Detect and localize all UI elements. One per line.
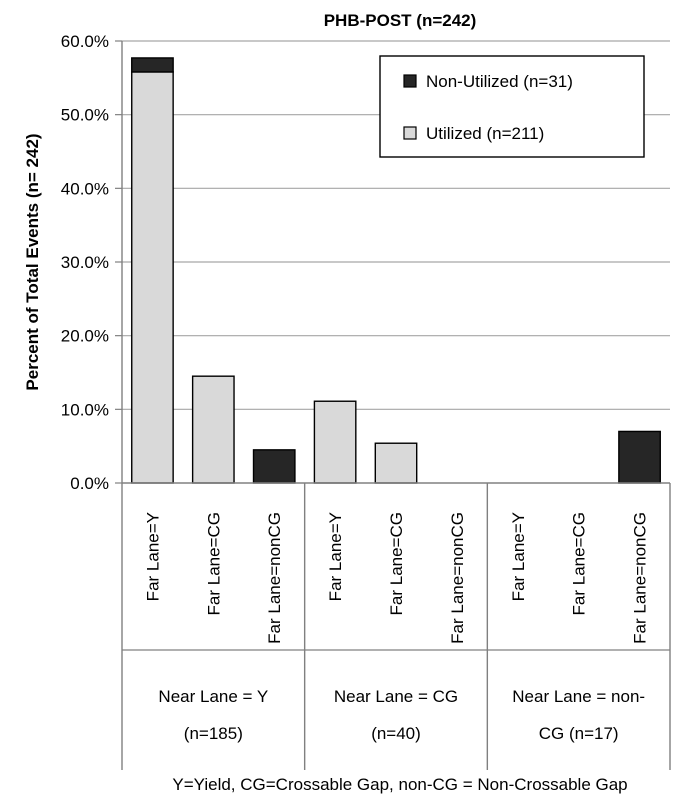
bar-segment <box>374 442 418 484</box>
x-group-count: (n=40) <box>371 724 421 743</box>
y-tick-label: 30.0% <box>61 253 109 272</box>
x-group-label: Near Lane = non- <box>512 687 645 706</box>
bar-segment <box>618 430 661 484</box>
y-tick-label: 60.0% <box>61 32 109 51</box>
y-tick-label: 0.0% <box>70 474 109 493</box>
x-category-label: Far Lane=nonCG <box>631 512 650 644</box>
x-group-count: (n=185) <box>184 724 243 743</box>
chart-title: PHB-POST (n=242) <box>324 11 477 30</box>
bars <box>131 57 661 484</box>
y-axis-label: Percent of Total Events (n= 242) <box>23 133 42 390</box>
bar-segment <box>131 71 174 484</box>
bar-segment <box>313 400 357 484</box>
y-tick-label: 40.0% <box>61 179 109 198</box>
bar-segment <box>191 375 235 484</box>
x-category-label: Far Lane=Y <box>326 512 345 601</box>
y-tick-label: 20.0% <box>61 327 109 346</box>
x-category-label: Far Lane=Y <box>143 512 162 601</box>
x-group-count: CG (n=17) <box>539 724 619 743</box>
axes <box>121 41 671 770</box>
x-category-label: Far Lane=Y <box>509 512 528 601</box>
legend: Non-Utilized (n=31) Utilized (n=211) <box>379 55 645 158</box>
x-category-label: Far Lane=CG <box>570 512 589 615</box>
x-group-label: Near Lane = CG <box>334 687 458 706</box>
legend-swatch <box>403 74 417 88</box>
x-category-label: Far Lane=nonCG <box>265 512 284 644</box>
legend-swatch <box>403 126 417 140</box>
x-category-label: Far Lane=nonCG <box>448 512 467 644</box>
legend-label: Utilized (n=211) <box>426 124 544 143</box>
bar-segment <box>131 57 174 73</box>
bar-segment <box>252 449 296 484</box>
x-category-label: Far Lane=CG <box>387 512 406 615</box>
y-tick-label: 50.0% <box>61 106 109 125</box>
x-category-labels: Far Lane=Y Far Lane=CG Far Lane=nonCG Far L… <box>143 512 649 644</box>
x-category-label: Far Lane=CG <box>204 512 223 615</box>
x-group-label: Near Lane = Y <box>158 687 268 706</box>
legend-label: Non-Utilized (n=31) <box>426 72 573 91</box>
y-tick-label: 10.0% <box>61 400 109 419</box>
legend-box <box>379 55 645 158</box>
x-group-labels: Near Lane = Y (n=185) Near Lane = CG (n=40)… <box>158 687 645 743</box>
footnote: Y=Yield, CG=Crossable Gap, non-CG = Non-… <box>172 775 627 794</box>
y-axis-ticks: 0.0% 10.0% 20.0% 30.0% 40.0% 50.0% 60.0% <box>61 32 122 493</box>
